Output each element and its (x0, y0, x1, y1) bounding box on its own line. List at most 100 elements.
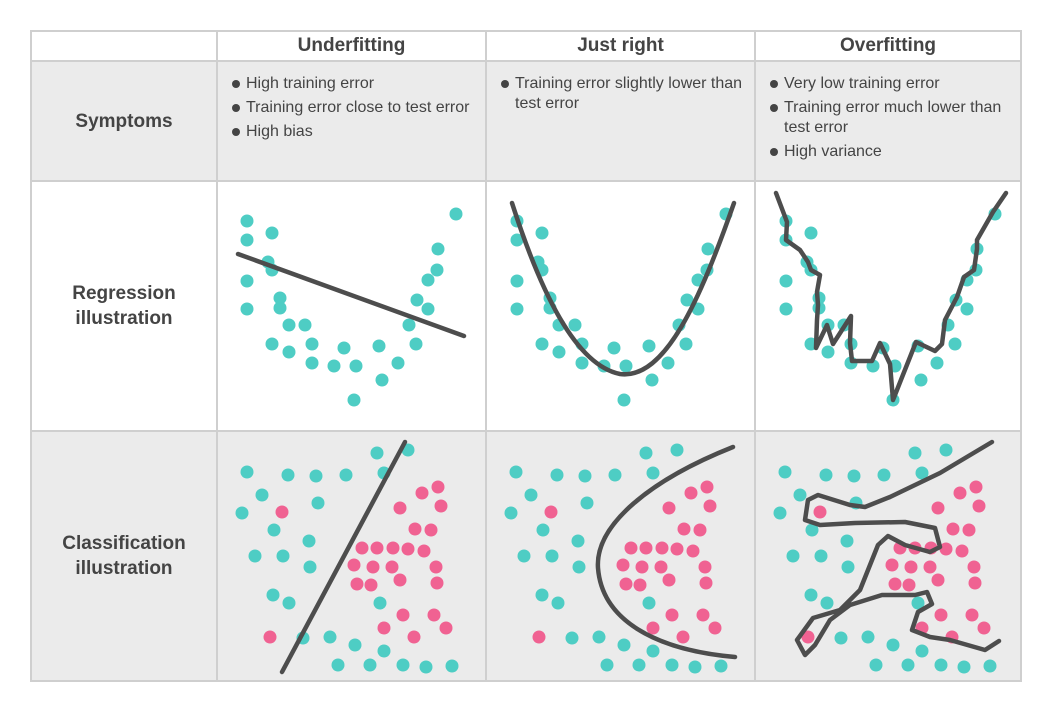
symptom-item: High bias (232, 122, 475, 142)
data-point (930, 356, 944, 370)
class-a-point (592, 630, 606, 644)
class-b-point (393, 501, 407, 515)
class-b-point (355, 541, 369, 555)
data-point (273, 291, 287, 305)
symptoms-underfitting-list: High training error Training error close… (218, 62, 485, 142)
class-b-point (654, 560, 668, 574)
class-a-point (255, 488, 269, 502)
class-b-point (396, 608, 410, 622)
class-b-point (700, 480, 714, 494)
class-a-point (535, 588, 549, 602)
data-point (617, 393, 631, 407)
data-point (552, 345, 566, 359)
data-point (298, 318, 312, 332)
data-point (535, 226, 549, 240)
data-point (305, 337, 319, 351)
class-b-point (965, 608, 979, 622)
class-b-point (977, 621, 991, 635)
class-a-point (565, 631, 579, 645)
regression-overfitting-illustration (773, 190, 1009, 407)
class-a-point (983, 659, 997, 673)
data-point (607, 341, 621, 355)
data-point (701, 242, 715, 256)
data-point (535, 337, 549, 351)
data-point (391, 356, 405, 370)
class-a-point (504, 506, 518, 520)
class-b-point (393, 573, 407, 587)
class-b-point (708, 621, 722, 635)
symptom-item: Training error close to test error (232, 98, 475, 118)
class-a-point (323, 630, 337, 644)
class-b-point (904, 560, 918, 574)
data-point (575, 356, 589, 370)
data-point (642, 339, 656, 353)
class-a-point (908, 446, 922, 460)
class-a-point (911, 596, 925, 610)
class-b-point (676, 630, 690, 644)
row-header-symptoms: Symptoms (30, 62, 218, 182)
class-a-point (248, 549, 262, 563)
class-a-point (957, 660, 971, 674)
class-b-point (902, 578, 916, 592)
row-header-line: illustration (75, 308, 173, 329)
class-b-point (434, 499, 448, 513)
class-b-point (684, 486, 698, 500)
class-a-point (578, 469, 592, 483)
class-b-point (662, 501, 676, 515)
class-b-point (686, 544, 700, 558)
class-a-point (804, 588, 818, 602)
class-b-point (275, 505, 289, 519)
class-a-point (311, 496, 325, 510)
data-point (804, 226, 818, 240)
row-header-line: illustration (75, 558, 173, 579)
class-b-point (417, 544, 431, 558)
class-a-point (524, 488, 538, 502)
data-point (240, 274, 254, 288)
class-a-point (915, 644, 929, 658)
class-a-point (886, 638, 900, 652)
regression-fit-curve (509, 200, 737, 377)
class-a-point (840, 534, 854, 548)
data-point (421, 302, 435, 316)
class-b-point (401, 542, 415, 556)
class-b-point (698, 560, 712, 574)
data-point (410, 293, 424, 307)
column-header-underfitting: Underfitting (218, 30, 487, 62)
data-point (327, 359, 341, 373)
data-point (948, 337, 962, 351)
data-point (282, 318, 296, 332)
class-b-point (968, 576, 982, 590)
class-b-point (888, 577, 902, 591)
class-a-point (778, 465, 792, 479)
data-point (273, 301, 287, 315)
class-b-point (633, 578, 647, 592)
symptoms-overfitting-list: Very low training error Training error m… (756, 62, 1020, 162)
data-point (510, 302, 524, 316)
class-b-point (801, 630, 815, 644)
class-a-point (617, 638, 631, 652)
class-a-point (861, 630, 875, 644)
class-a-point (373, 596, 387, 610)
class-a-point (370, 446, 384, 460)
row-header-line: Regression (72, 283, 176, 304)
class-a-point (901, 658, 915, 672)
class-a-point (363, 658, 377, 672)
class-a-point (302, 534, 316, 548)
class-a-point (773, 506, 787, 520)
class-b-point (693, 523, 707, 537)
classification-underfitting-illustration (235, 439, 459, 675)
data-point (661, 356, 675, 370)
data-point (282, 345, 296, 359)
class-a-point (509, 465, 523, 479)
class-b-point (415, 486, 429, 500)
class-a-point (915, 466, 929, 480)
data-point (430, 263, 444, 277)
data-point (680, 293, 694, 307)
data-point (409, 337, 423, 351)
row-header-regression: Regression illustration (30, 182, 218, 432)
classification-linear-boundary (279, 439, 408, 675)
class-a-point (276, 549, 290, 563)
class-a-point (608, 468, 622, 482)
class-b-point (544, 505, 558, 519)
class-b-point (407, 630, 421, 644)
